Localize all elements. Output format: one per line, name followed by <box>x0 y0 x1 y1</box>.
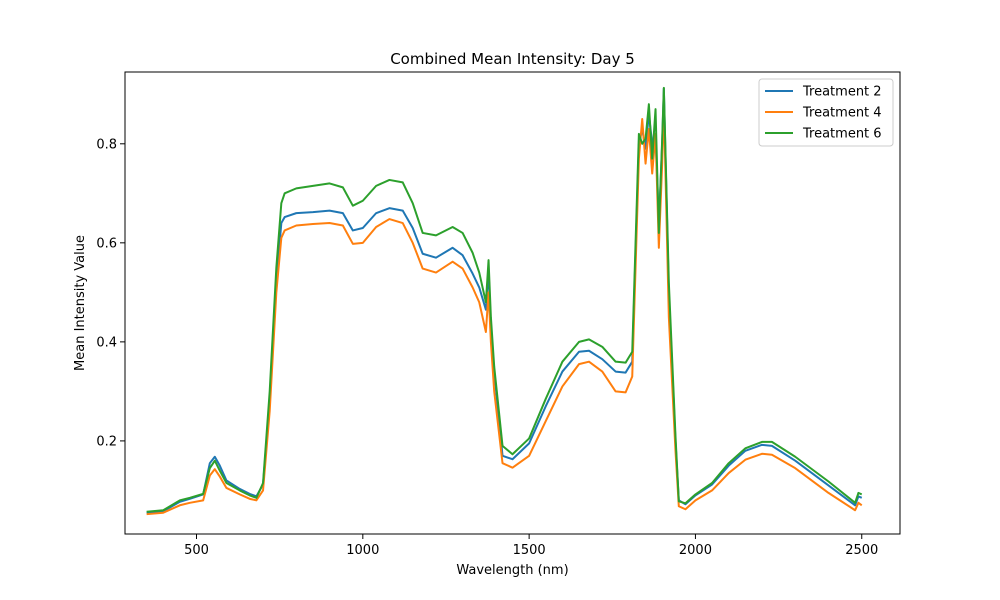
legend-label-1: Treatment 2 <box>802 85 882 100</box>
x-tick-label: 1000 <box>346 543 379 558</box>
legend-label-2: Treatment 4 <box>802 106 882 121</box>
series-line-3 <box>146 86 863 513</box>
legend-box <box>758 78 894 147</box>
y-tick-label: 0.8 <box>96 137 117 152</box>
legend: Treatment 2 Treatment 4 Treatment 6 <box>758 78 894 147</box>
x-axis-label: Wavelength (nm) <box>456 563 568 578</box>
y-tick-label: 0.6 <box>96 236 117 251</box>
x-tick-label: 2000 <box>679 543 712 558</box>
y-tick-label: 0.4 <box>96 335 117 350</box>
y-axis-label: Mean Intensity Value <box>73 235 88 371</box>
y-tick-label: 0.2 <box>96 434 117 449</box>
x-axis: 500 1000 1500 2000 2500 <box>184 534 878 558</box>
chart-title: Combined Mean Intensity: Day 5 <box>390 50 635 68</box>
plot-area-frame <box>124 71 901 535</box>
y-axis: 0.2 0.4 0.6 0.8 <box>96 137 125 449</box>
x-tick-label: 2500 <box>845 543 878 558</box>
x-tick-label: 1500 <box>513 543 546 558</box>
series-line-2 <box>146 103 863 516</box>
legend-label-3: Treatment 6 <box>802 127 882 142</box>
x-tick-label: 500 <box>184 543 209 558</box>
series-layer <box>146 86 863 516</box>
